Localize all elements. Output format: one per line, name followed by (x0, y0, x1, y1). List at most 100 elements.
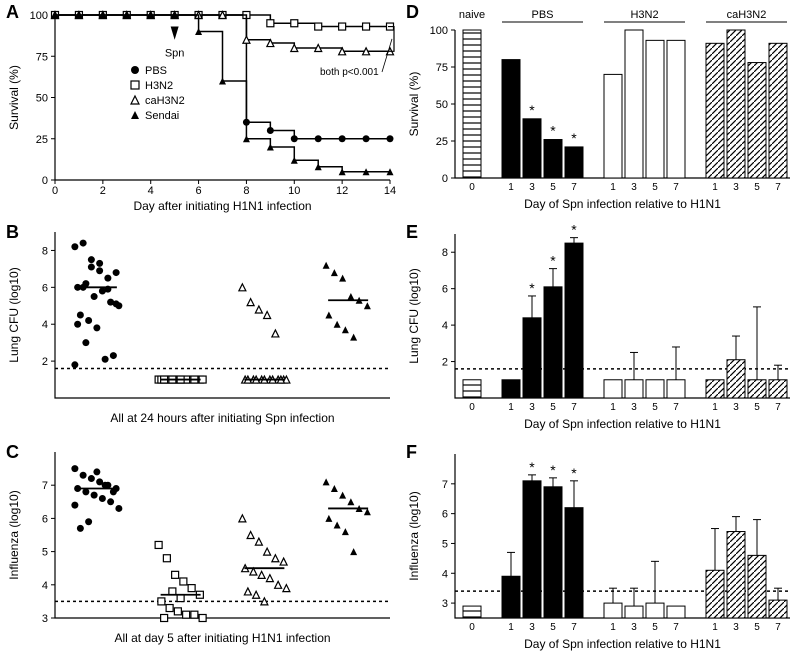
svg-text:*: * (571, 130, 577, 146)
svg-text:4: 4 (42, 319, 48, 331)
svg-text:3: 3 (42, 613, 48, 625)
svg-text:All at day 5 after initiating: All at day 5 after initiating H1N1 infec… (114, 631, 330, 645)
svg-text:caH3N2: caH3N2 (145, 95, 185, 107)
svg-text:3: 3 (631, 622, 637, 633)
panel-c-chart: 34567Influenza (log10)All at day 5 after… (0, 440, 400, 660)
svg-text:All at 24 hours after initiati: All at 24 hours after initiating Spn inf… (110, 411, 334, 425)
svg-text:4: 4 (148, 185, 154, 197)
svg-text:*: * (529, 280, 535, 296)
svg-text:3: 3 (631, 402, 637, 413)
svg-text:Influenza (log10): Influenza (log10) (7, 490, 21, 579)
svg-text:8: 8 (42, 245, 48, 257)
svg-text:7: 7 (42, 480, 48, 492)
svg-text:7: 7 (442, 479, 448, 491)
svg-text:6: 6 (442, 509, 448, 521)
svg-text:6: 6 (196, 185, 202, 197)
svg-text:25: 25 (436, 136, 448, 148)
svg-text:5: 5 (754, 182, 760, 193)
svg-text:4: 4 (442, 568, 448, 580)
svg-text:25: 25 (36, 134, 48, 146)
svg-text:*: * (550, 253, 556, 269)
svg-text:75: 75 (436, 62, 448, 74)
svg-text:Day of Spn infection relative: Day of Spn infection relative to H1N1 (524, 417, 721, 431)
svg-text:*: * (550, 462, 556, 478)
svg-text:1: 1 (610, 402, 616, 413)
svg-text:7: 7 (775, 182, 781, 193)
svg-text:14: 14 (384, 185, 396, 197)
svg-text:3: 3 (631, 182, 637, 193)
panel-d: D 0255075100Survival (%)Day of Spn infec… (400, 0, 800, 220)
svg-text:Lung CFU (log10): Lung CFU (log10) (407, 268, 421, 363)
svg-text:0: 0 (469, 622, 475, 633)
svg-text:75: 75 (36, 51, 48, 63)
svg-text:5: 5 (652, 402, 658, 413)
panel-d-chart: 0255075100Survival (%)Day of Spn infecti… (400, 0, 800, 220)
svg-text:Sendai: Sendai (145, 110, 179, 122)
svg-text:2: 2 (100, 185, 106, 197)
panel-b-label: B (6, 222, 19, 243)
svg-text:8: 8 (442, 247, 448, 259)
svg-text:1: 1 (508, 622, 514, 633)
svg-text:3: 3 (442, 598, 448, 610)
svg-text:3: 3 (529, 622, 535, 633)
panel-b-chart: 2468Lung CFU (log10)All at 24 hours afte… (0, 220, 400, 440)
svg-text:5: 5 (550, 622, 556, 633)
svg-text:0: 0 (469, 182, 475, 193)
svg-text:1: 1 (610, 622, 616, 633)
svg-text:7: 7 (673, 402, 679, 413)
svg-text:1: 1 (508, 182, 514, 193)
svg-text:5: 5 (754, 402, 760, 413)
panel-b: B 2468Lung CFU (log10)All at 24 hours af… (0, 220, 400, 440)
svg-text:1: 1 (712, 622, 718, 633)
svg-text:H3N2: H3N2 (630, 9, 658, 21)
panel-f: F 3 4 5 6 7 Influenza (log10) Day of Spn infec… (400, 440, 800, 660)
svg-text:0: 0 (442, 173, 448, 185)
svg-text:4: 4 (442, 320, 448, 332)
svg-text:*: * (529, 102, 535, 118)
svg-text:1: 1 (712, 182, 718, 193)
svg-text:7: 7 (571, 182, 577, 193)
panel-c: C 34567Influenza (log10)All at day 5 aft… (0, 440, 400, 660)
panel-a-chart: 024681012140255075100Day after initiatin… (0, 0, 400, 220)
svg-text:5: 5 (652, 622, 658, 633)
svg-text:6: 6 (42, 513, 48, 525)
svg-text:Influenza (log10): Influenza (log10) (407, 491, 421, 580)
panel-f-label: F (406, 442, 417, 463)
svg-text:3: 3 (529, 182, 535, 193)
svg-text:*: * (571, 465, 577, 481)
svg-text:7: 7 (673, 622, 679, 633)
svg-text:caH3N2: caH3N2 (727, 9, 767, 21)
svg-text:8: 8 (243, 185, 249, 197)
svg-text:10: 10 (288, 185, 300, 197)
panel-d-label: D (406, 2, 419, 23)
svg-text:Day after initiating H1N1 infe: Day after initiating H1N1 infection (133, 199, 311, 213)
panel-f-chart: 3 4 5 6 7 Influenza (log10) Day of Spn infecti… (400, 440, 800, 660)
svg-text:Day of Spn infection relative: Day of Spn infection relative to H1N1 (524, 637, 721, 651)
panel-a: A 024681012140255075100Day after initiat… (0, 0, 400, 220)
svg-text:Survival (%): Survival (%) (407, 72, 421, 137)
svg-text:naive: naive (459, 9, 485, 21)
svg-text:100: 100 (30, 10, 48, 22)
svg-text:7: 7 (775, 622, 781, 633)
svg-text:2: 2 (442, 357, 448, 369)
svg-text:50: 50 (436, 99, 448, 111)
svg-text:1: 1 (610, 182, 616, 193)
svg-text:0: 0 (52, 185, 58, 197)
svg-text:Lung CFU (log10): Lung CFU (log10) (7, 267, 21, 362)
svg-text:3: 3 (733, 182, 739, 193)
svg-text:0: 0 (42, 175, 48, 187)
figure: A 024681012140255075100Day after initiat… (0, 0, 800, 660)
svg-text:*: * (529, 459, 535, 475)
panel-a-label: A (6, 2, 19, 23)
svg-text:6: 6 (442, 284, 448, 296)
svg-text:12: 12 (336, 185, 348, 197)
svg-text:2: 2 (42, 356, 48, 368)
svg-text:7: 7 (571, 622, 577, 633)
svg-text:*: * (550, 123, 556, 139)
svg-text:1: 1 (712, 402, 718, 413)
panel-e-label: E (406, 222, 418, 243)
panel-e-chart: 2 4 6 8 Lung CFU (log10) Day of Spn infection… (400, 220, 800, 440)
svg-text:7: 7 (571, 402, 577, 413)
svg-text:5: 5 (550, 182, 556, 193)
svg-text:4: 4 (42, 580, 48, 592)
